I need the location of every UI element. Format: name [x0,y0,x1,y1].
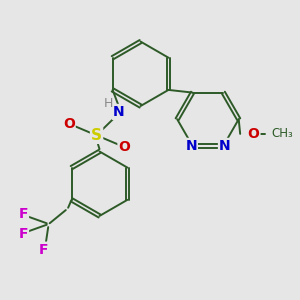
Text: H: H [103,97,113,110]
Text: N: N [185,139,197,153]
Text: O: O [248,127,259,141]
Text: O: O [63,117,75,130]
Text: N: N [219,139,231,153]
Text: F: F [39,243,49,256]
Text: S: S [91,128,102,143]
Text: O: O [118,140,130,154]
Text: F: F [19,208,28,221]
Text: N: N [113,105,124,119]
Text: F: F [19,226,28,241]
Text: CH₃: CH₃ [271,128,293,140]
